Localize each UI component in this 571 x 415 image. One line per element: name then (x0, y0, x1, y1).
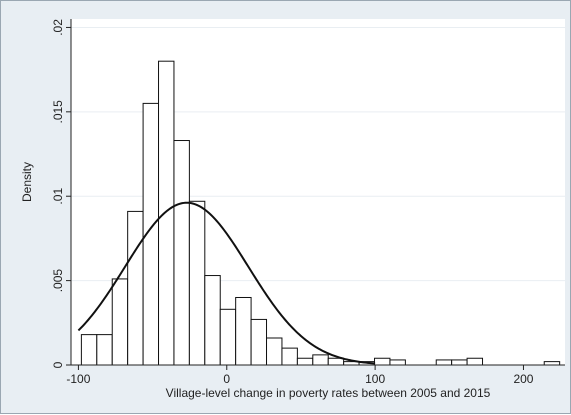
normal-density-curve (77, 201, 376, 365)
histogram-bar (96, 334, 113, 366)
histogram-bar (389, 359, 406, 366)
histogram-bar (327, 357, 345, 366)
histogram-bar (374, 357, 391, 366)
histogram-bar (451, 359, 468, 366)
x-tick-label: 0 (223, 372, 230, 386)
histogram-bar (250, 318, 268, 366)
histogram-bar (466, 357, 484, 366)
histogram-bar (204, 275, 221, 366)
histogram-bar (219, 308, 237, 366)
histogram-bar (80, 334, 98, 366)
histogram-bar (235, 296, 252, 366)
histogram-bar (127, 210, 144, 366)
y-tick-label: .005 (51, 269, 65, 293)
histogram-bars (80, 60, 561, 366)
histogram-bar (296, 357, 314, 366)
histogram-bar (188, 200, 206, 366)
y-tick-label: .015 (51, 100, 65, 124)
x-axis-ticks: -100 0 100 200 (66, 365, 534, 386)
histogram-bar (111, 278, 129, 366)
x-tick-label: 200 (513, 372, 533, 386)
x-tick-label: 100 (365, 372, 385, 386)
y-tick-label: .01 (51, 188, 65, 205)
histogram-bar (312, 354, 329, 366)
histogram-bar (543, 361, 561, 366)
x-tick-label: -100 (66, 372, 90, 386)
histogram-bar (266, 337, 283, 366)
y-tick-label: .02 (51, 19, 65, 36)
y-tick-label: 0 (51, 361, 65, 368)
histogram-bar (173, 140, 190, 366)
y-axis-title: Density (20, 162, 34, 202)
y-axis-ticks: 0 .005 .01 .015 .02 (51, 19, 71, 368)
histogram-bar (435, 359, 453, 366)
histogram-bar (281, 347, 298, 366)
x-axis-title: Village-level change in poverty rates be… (166, 386, 491, 400)
histogram-bar (158, 60, 175, 366)
